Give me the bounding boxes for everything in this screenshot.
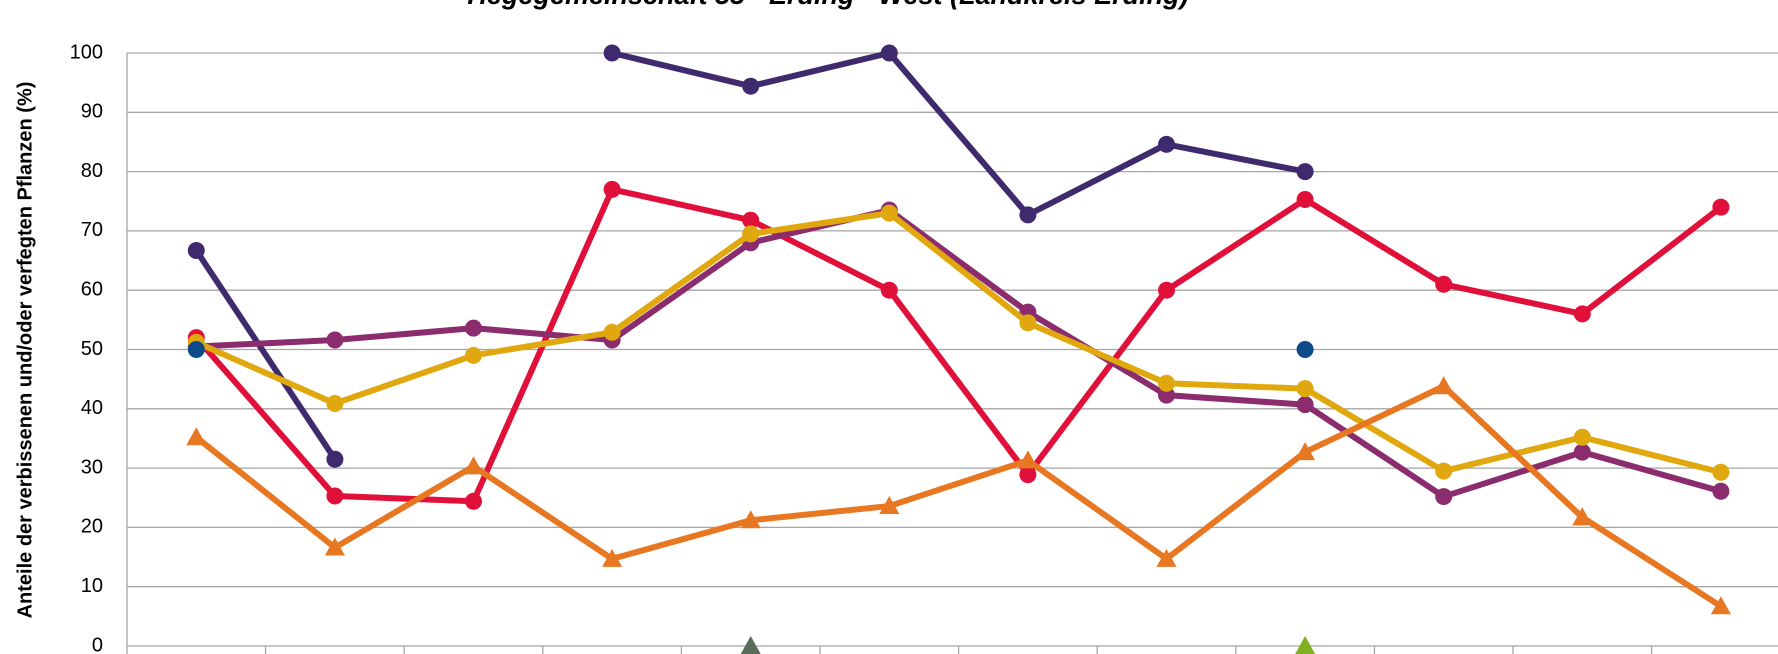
marker [1573,443,1591,461]
marker [742,77,760,95]
marker [1573,428,1591,446]
marker [465,319,482,337]
marker [1158,135,1175,153]
marker [1296,341,1314,358]
marker [187,341,205,358]
y-tick-label: 20 [81,516,103,538]
marker [1019,314,1037,332]
series-line [193,248,338,461]
marker [1019,466,1037,484]
marker [326,394,344,412]
marker [740,636,761,654]
marker [1573,305,1591,323]
marker [1712,198,1730,216]
marker [465,492,482,510]
marker [326,487,344,505]
y-axis-label: Anteile der verbissenen und/oder verfegt… [14,82,36,619]
series-line [611,50,1306,218]
marker [1017,450,1038,469]
marker [186,427,207,446]
marker [1158,374,1175,392]
marker [1710,596,1731,615]
marker [1158,386,1175,404]
y-tick-label: 70 [81,219,103,241]
y-tick-label: 100 [70,41,103,63]
marker [603,44,621,62]
marker [1433,376,1454,395]
series-line [196,207,1722,500]
y-tick-label: 80 [81,160,103,182]
marker [880,44,898,62]
marker [880,281,898,299]
marker [1435,488,1453,506]
marker [465,346,482,364]
marker [1572,507,1593,526]
marker [1156,548,1177,567]
marker [603,323,621,341]
marker [742,225,760,243]
marker [603,180,621,198]
series-line [194,383,1723,609]
marker [1019,206,1037,224]
marker [1712,463,1730,481]
marker [326,450,344,468]
marker [187,241,205,259]
y-tick-label: 90 [81,101,103,123]
marker [879,496,900,515]
marker [324,537,345,556]
marker [1296,396,1314,414]
y-tick-label: 10 [81,575,103,597]
y-tick-label: 0 [92,634,103,654]
marker [740,510,761,529]
marker [326,331,344,349]
marker [1296,380,1314,398]
y-tick-label: 40 [81,397,103,419]
marker [1295,636,1316,654]
marker [1296,163,1314,181]
marker [1435,462,1453,480]
y-tick-label: 50 [81,338,103,360]
marker [463,456,484,475]
marker [602,548,623,567]
marker [1295,442,1316,461]
marker [742,211,760,229]
series-line [194,186,1723,505]
chart-title: Hegegemeinschaft 55 - Erding - West (Lan… [467,0,1188,10]
y-tick-label: 30 [81,456,103,478]
marker [1158,281,1175,299]
series-line [195,210,1722,476]
marker [1435,275,1453,293]
y-tick-label: 60 [81,278,103,300]
marker [880,204,898,222]
marker [1712,482,1730,500]
marker [1296,190,1314,208]
